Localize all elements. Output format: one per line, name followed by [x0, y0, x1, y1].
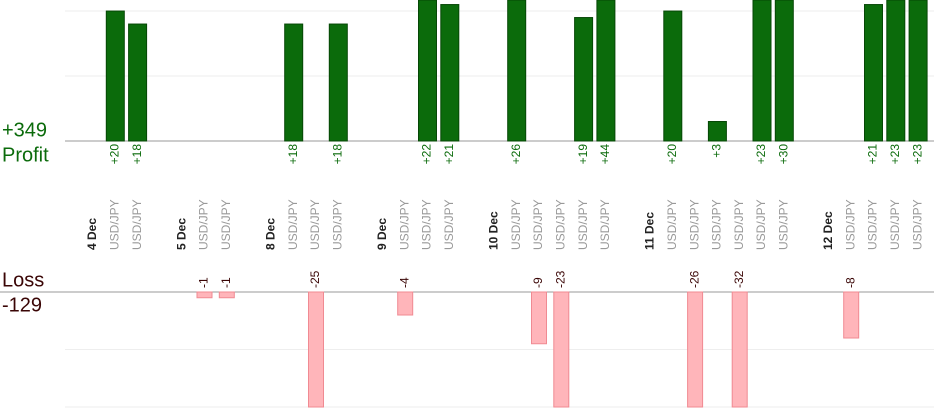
pair-label: USD/JPY: [776, 199, 790, 250]
pair-label: USD/JPY: [130, 199, 144, 250]
profit-bar: [418, 0, 437, 142]
loss-bar: [553, 291, 570, 408]
loss-bar: [196, 291, 213, 299]
value-label: +18: [286, 144, 300, 165]
profit-bar: [707, 121, 727, 142]
pair-label: USD/JPY: [866, 199, 880, 250]
value-label: +30: [776, 144, 790, 165]
loss-bar: [531, 291, 547, 345]
date-label: 5 Dec: [174, 218, 188, 250]
profit-bar: [507, 0, 527, 142]
value-label: +18: [330, 144, 344, 165]
pair-label: USD/JPY: [754, 199, 768, 250]
profit-bar: [440, 4, 460, 142]
profit-bar: [774, 0, 794, 142]
profit-bar: [908, 0, 928, 142]
loss-bar: [687, 291, 704, 408]
value-label: -25: [308, 270, 322, 288]
value-label: +23: [754, 144, 768, 165]
pair-label: USD/JPY: [732, 199, 746, 250]
value-label: -8: [843, 277, 857, 288]
value-label: -1: [197, 277, 211, 288]
pair-label: USD/JPY: [420, 199, 434, 250]
pair-label: USD/JPY: [531, 199, 545, 250]
loss-bar: [843, 291, 860, 339]
pair-label: USD/JPY: [330, 199, 344, 250]
profit-label: Profit: [2, 144, 49, 166]
profit-bar: [328, 23, 348, 142]
value-label: -9: [531, 277, 545, 288]
pair-label: USD/JPY: [107, 199, 121, 250]
profit-bar: [663, 10, 683, 142]
value-label: -26: [687, 270, 701, 288]
value-label: -32: [732, 270, 746, 288]
loss-bar: [218, 291, 235, 299]
pair-label: USD/JPY: [665, 199, 679, 250]
value-label: +44: [598, 144, 612, 165]
loss-total: -129: [2, 294, 42, 316]
profit-bar: [284, 23, 304, 142]
date-label: 10 Dec: [487, 211, 501, 250]
pair-label: USD/JPY: [910, 199, 924, 250]
pair-label: USD/JPY: [197, 199, 211, 250]
pair-label: USD/JPY: [509, 199, 523, 250]
pair-label: USD/JPY: [397, 199, 411, 250]
profit-bar: [752, 0, 772, 142]
value-label: +21: [442, 144, 456, 165]
loss-bar: [397, 291, 414, 316]
value-label: +20: [107, 144, 121, 165]
pair-label: USD/JPY: [286, 199, 300, 250]
pair-label: USD/JPY: [687, 199, 701, 250]
value-label: +21: [866, 144, 880, 165]
pair-label: USD/JPY: [553, 199, 567, 250]
loss-bar: [731, 291, 748, 408]
date-label: 12 Dec: [821, 211, 835, 250]
profit-bar: [105, 10, 125, 142]
pair-label: USD/JPY: [308, 199, 322, 250]
value-label: +18: [130, 144, 144, 165]
value-label: -1: [219, 277, 233, 288]
pair-label: USD/JPY: [598, 199, 612, 250]
profit-bar: [574, 17, 594, 142]
value-label: +3: [710, 144, 724, 158]
profit-bar: [886, 0, 906, 142]
pair-label: USD/JPY: [442, 199, 456, 250]
value-label: +19: [576, 144, 590, 165]
value-label: +20: [665, 144, 679, 165]
value-label: +23: [910, 144, 924, 165]
date-label: 9 Dec: [375, 218, 389, 250]
date-label: 8 Dec: [264, 218, 278, 250]
value-label: +23: [888, 144, 902, 165]
value-label: -23: [553, 270, 567, 288]
profit-bar: [128, 23, 148, 142]
profit-total: +349: [2, 119, 47, 141]
pair-label: USD/JPY: [219, 199, 233, 250]
loss-label: Loss: [2, 269, 44, 291]
pair-label: USD/JPY: [710, 199, 724, 250]
date-label: 11 Dec: [643, 212, 657, 250]
loss-bar: [308, 291, 324, 408]
pair-label: USD/JPY: [843, 199, 857, 250]
profit-bar: [596, 0, 616, 142]
value-label: +26: [509, 144, 523, 165]
value-label: +22: [420, 144, 434, 165]
date-label: 4 Dec: [85, 218, 99, 250]
profit-bar: [864, 4, 883, 142]
pair-label: USD/JPY: [888, 199, 902, 250]
pair-label: USD/JPY: [576, 199, 590, 250]
value-label: -4: [397, 277, 411, 288]
